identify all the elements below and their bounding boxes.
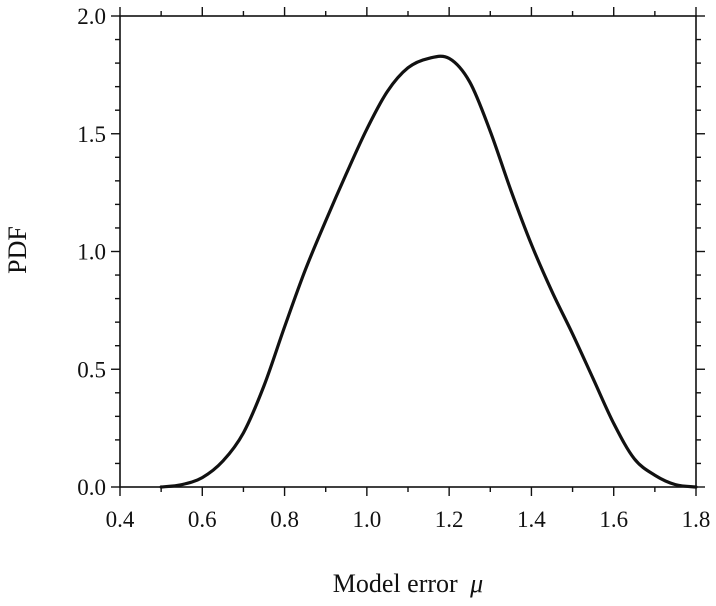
x-tick-label: 1.6 — [599, 507, 628, 532]
y-axis-title: PDF — [3, 226, 32, 274]
x-tick-label: 0.8 — [270, 507, 299, 532]
x-axis-title: Model error μ — [333, 569, 483, 598]
y-tick-label: 0.0 — [77, 475, 106, 500]
y-tick-label: 0.5 — [77, 357, 106, 382]
x-tick-label: 1.2 — [435, 507, 464, 532]
ticks: 0.4 0.6 0.8 1.0 1.2 1.4 1.6 1.8 0.0 0.5 1.0 1.5 2.0 — [77, 4, 710, 532]
y-tick-label: 1.0 — [77, 240, 106, 265]
x-tick-label: 0.4 — [106, 507, 135, 532]
x-tick-label: 1.4 — [517, 507, 546, 532]
x-tick-label: 1.0 — [352, 507, 381, 532]
series-layer — [159, 54, 698, 489]
x-tick-label: 0.6 — [188, 507, 217, 532]
x-axis-title-symbol: μ — [469, 569, 483, 598]
x-tick-label: 1.8 — [682, 507, 711, 532]
y-tick-label: 1.5 — [77, 122, 106, 147]
x-axis-title-text: Model error — [333, 569, 458, 598]
y-tick-label: 2.0 — [77, 4, 106, 29]
pdf-curve — [159, 54, 698, 489]
